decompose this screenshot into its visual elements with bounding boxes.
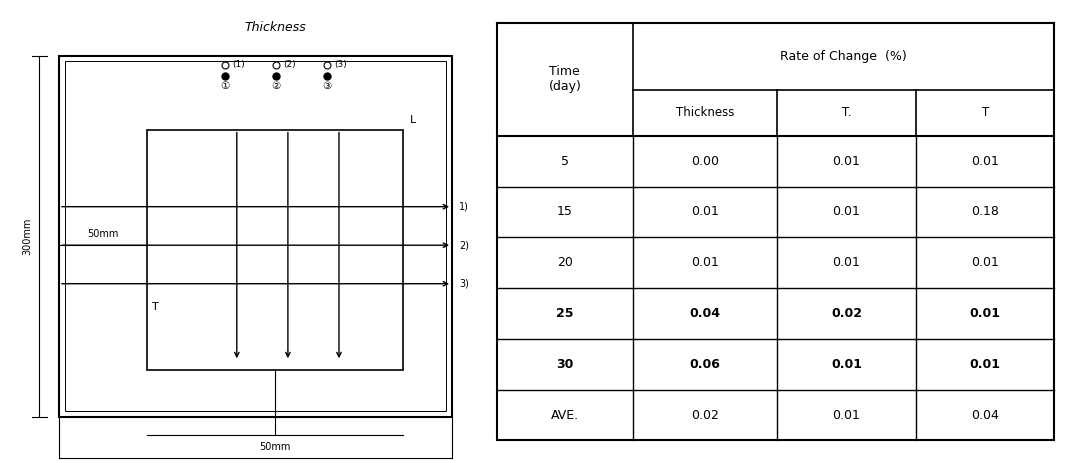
Text: 50mm: 50mm: [260, 442, 290, 452]
Text: 0.01: 0.01: [970, 307, 1001, 320]
Text: AVE.: AVE.: [551, 408, 579, 421]
Text: 25: 25: [556, 307, 574, 320]
Text: 0.01: 0.01: [833, 408, 861, 421]
Text: 0.04: 0.04: [971, 408, 999, 421]
Text: (2): (2): [283, 60, 296, 69]
Text: ②: ②: [271, 81, 280, 91]
Text: 0.01: 0.01: [971, 256, 999, 269]
Text: 20: 20: [556, 256, 572, 269]
Text: 0.00: 0.00: [691, 155, 719, 168]
Text: 300mm: 300mm: [22, 218, 32, 255]
Text: (3): (3): [334, 60, 347, 69]
Text: 0.04: 0.04: [690, 307, 721, 320]
Text: L: L: [410, 115, 417, 125]
Text: 2): 2): [459, 240, 469, 250]
Text: 1): 1): [459, 202, 469, 212]
Text: 0.01: 0.01: [970, 358, 1001, 371]
Text: Thickness: Thickness: [676, 106, 734, 119]
Text: ③: ③: [323, 81, 331, 91]
Text: 0.02: 0.02: [691, 408, 719, 421]
Text: (1): (1): [232, 60, 245, 69]
Text: 0.02: 0.02: [831, 307, 862, 320]
Text: T: T: [153, 302, 159, 312]
Text: Rate of Change  (%): Rate of Change (%): [781, 50, 907, 63]
Text: 0.01: 0.01: [691, 256, 719, 269]
Text: 0.06: 0.06: [690, 358, 721, 371]
Text: 0.01: 0.01: [833, 206, 861, 219]
Text: 15: 15: [556, 206, 572, 219]
Text: 3): 3): [459, 279, 469, 289]
Text: 0.01: 0.01: [833, 256, 861, 269]
Text: 0.01: 0.01: [833, 155, 861, 168]
Text: 30: 30: [556, 358, 574, 371]
Text: T.: T.: [842, 106, 851, 119]
Text: 0.01: 0.01: [971, 155, 999, 168]
Text: Time
(day): Time (day): [549, 65, 581, 93]
Text: 5: 5: [561, 155, 569, 168]
Text: 0.18: 0.18: [971, 206, 999, 219]
Bar: [65, 61, 446, 411]
Text: 0.01: 0.01: [691, 206, 719, 219]
Text: 0.01: 0.01: [831, 358, 862, 371]
Text: T: T: [981, 106, 989, 119]
Bar: [59, 56, 452, 417]
Text: ①: ①: [220, 81, 230, 91]
Text: Thickness: Thickness: [245, 21, 307, 34]
Text: 50mm: 50mm: [88, 229, 119, 238]
Bar: [147, 130, 403, 370]
